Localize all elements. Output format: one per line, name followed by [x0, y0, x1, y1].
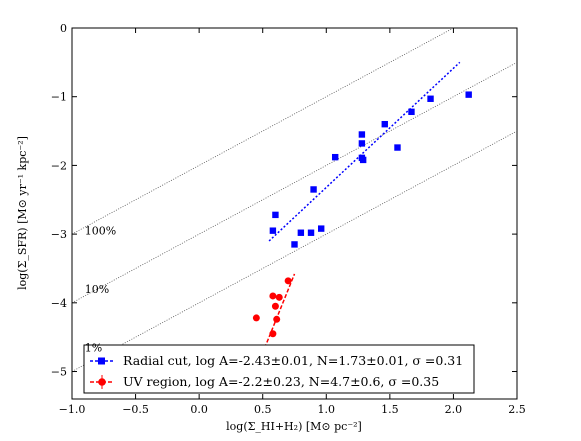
y-axis-label: log(Σ_SFR) [M⊙ yr⁻¹ kpc⁻²]	[16, 136, 29, 290]
point-1-4	[273, 315, 281, 323]
legend-radial-label: Radial cut, log A=-2.43±0.01, N=1.73±0.0…	[123, 353, 463, 368]
point-0-13	[394, 144, 401, 151]
legend-uv-marker	[98, 378, 106, 386]
point-0-8	[358, 131, 366, 138]
y-tick-label-1: −1	[51, 91, 67, 104]
efficiency-line-0	[72, 28, 455, 235]
x-tick-label-4: 1.0	[318, 403, 336, 416]
efficiency-label-2: 1%	[85, 341, 102, 354]
point-0-16	[465, 91, 472, 98]
point-0-11	[359, 156, 367, 164]
point-0-3	[297, 229, 305, 236]
legend: Radial cut, log A=-2.43±0.01, N=1.73±0.0…	[83, 344, 475, 394]
point-0-4	[307, 229, 315, 236]
point-1-2	[269, 292, 277, 300]
x-tick-label-2: 0.0	[190, 403, 208, 416]
efficiency-line-1	[72, 61, 517, 304]
y-tick-label-5: −5	[51, 366, 67, 379]
point-0-15	[427, 95, 434, 102]
point-0-14	[408, 108, 415, 116]
point-0-6	[318, 225, 325, 232]
efficiency-label-1: 10%	[85, 283, 109, 296]
legend-box	[83, 344, 475, 394]
efficiency-lines	[72, 28, 517, 372]
axis-ticks: −1.0 −0.5 0.0 0.5 1.0 1.5 2.0 2.5 0 −1 −2 −3 −4 −5	[51, 22, 526, 416]
x-tick-label-1: −0.5	[122, 403, 149, 416]
point-0-12	[381, 120, 388, 128]
fit-line-0	[268, 61, 461, 242]
point-1-5	[275, 293, 283, 301]
point-0-9	[358, 140, 366, 147]
x-tick-label-3: 0.5	[254, 403, 272, 416]
point-0-1	[272, 211, 279, 219]
point-1-1	[269, 330, 277, 338]
x-axis-label: log(Σ_HI+H₂) [M⊙ pc⁻²]	[226, 420, 362, 433]
fit-lines	[259, 61, 461, 360]
x-tick-label-6: 2.0	[445, 403, 463, 416]
point-1-3	[271, 302, 279, 310]
efficiency-label-0: 100%	[85, 225, 116, 238]
data-points	[252, 91, 472, 386]
point-0-7	[331, 153, 339, 161]
x-tick-label-7: 2.5	[508, 403, 526, 416]
y-tick-label-4: −4	[51, 297, 67, 310]
point-0-2	[291, 241, 298, 248]
legend-radial-marker	[98, 357, 105, 365]
x-tick-label-0: −1.0	[59, 403, 86, 416]
y-tick-label-2: −2	[51, 159, 67, 172]
legend-uv-label: UV region, log A=-2.2±0.23, N=4.7±0.6, σ…	[123, 374, 439, 389]
plot-frame	[71, 27, 518, 400]
point-1-6	[284, 277, 292, 285]
point-0-0	[269, 227, 277, 234]
x-tick-label-5: 1.5	[381, 403, 399, 416]
y-tick-label-3: −3	[51, 228, 67, 241]
y-tick-label-0: 0	[60, 22, 67, 35]
point-1-0	[252, 314, 260, 322]
efficiency-line-2	[72, 130, 517, 372]
point-0-5	[310, 186, 317, 193]
